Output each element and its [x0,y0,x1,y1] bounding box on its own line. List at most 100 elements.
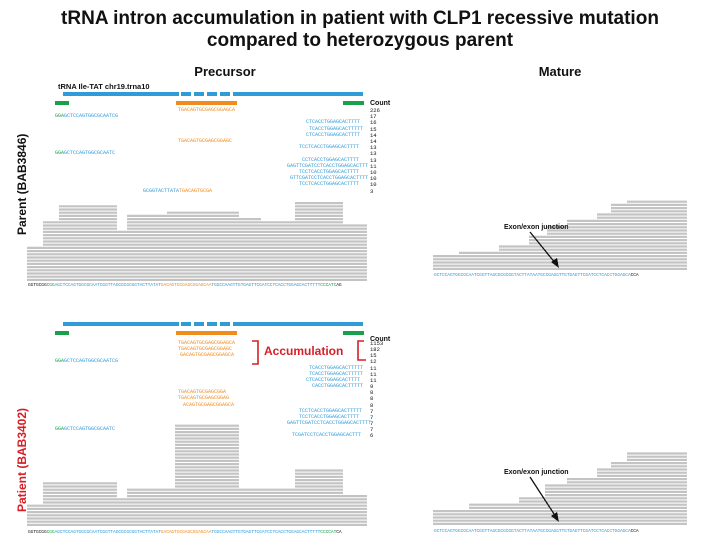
mature-sequence-parent: GCTCCAGTGGCGCAATCGGTTAGCGCGCGGTACTTATAAT… [434,273,639,278]
gene-bar-patient-dash1 [181,322,191,326]
patient-read-14: GGAGCTCCAGTGGCGCAATC [55,426,116,433]
parent-read-12: TCCTCACCTGGAGCACTTTT [299,181,360,188]
parent-count-0: 226 [370,107,380,114]
patient-count-14: 7 [370,426,374,434]
coverage-patient-precursor [27,424,367,526]
junction-label-parent: Exon/exon junction [504,224,569,231]
patient-read-3: GGAGCTCCAGTGGCGCAATCG [55,358,119,365]
patient-read-8: TGACAGTGCGAGCGGA [178,389,227,396]
parent-read-11: GTTCGATCCTCACCTGGAGCACTTTT [290,175,369,182]
gene-bar-parent-dash1 [181,92,191,96]
parent-count-13: 3 [370,187,374,195]
count-header-parent: Count [370,100,391,107]
parent-count-3: 15 [370,125,377,133]
patient-precursor-sequence: GGTGCGGCGGAGCTCCAGTGGCGCAATCGGTTAGCGCGCG… [28,530,342,535]
patient-count-13: 7 [370,419,374,427]
parent-count-5: 14 [370,138,377,145]
accumulation-brackets [252,340,366,365]
exon-marker-patient-right [343,331,364,335]
count-header-patient: Count [370,336,391,343]
parent-count-4: 14 [370,131,377,139]
patient-read-1: TGACAGTGCGAGCGGAGC [178,346,233,353]
patient-read-2: GACAGTGCGAGCGGAGCA [180,352,235,359]
accumulation-label: Accumulation [264,344,344,358]
junction-arrow-patient [529,476,559,522]
parent-read-2: CTCACCTGGAGCACTTTT [306,119,361,126]
parent-read-5: TGACAGTGCGAGCGGAGC [178,138,233,144]
gene-bar-parent-dash3 [207,92,217,96]
parent-count-9: 11 [370,162,377,170]
patient-count-11: 7 [370,407,374,415]
bracket-left [252,340,259,365]
parent-count-11: 10 [370,175,377,183]
patient-count-12: 7 [370,413,374,421]
parent-read-4: CTCACCTGGAGCACTTTT [306,131,361,138]
patient-count-0: 1153 [370,340,384,347]
parent-count-7: 13 [370,150,377,158]
coverage-patient-mature [433,452,687,525]
gene-label-parent: tRNA Ile-TAT chr19.trna10 [58,82,150,91]
patient-read-6: CTCACCTGGAGCACTTTT [306,376,361,383]
junction-arrow-parent [529,231,559,268]
title-line-2: compared to heterozygous parent [206,30,514,51]
bracket-right [357,340,366,361]
gene-bar-parent-right [233,92,363,96]
gene-model-patient [55,322,364,335]
patient-read-13: GAGTTCGATCCTCACCTGGAGCACTTTT [287,419,372,426]
mature-sequence-patient: GCTCCAGTGGCGCAATCGGTTAGCGCGCGGTACTTATAAT… [434,529,639,534]
patient-count-3: 12 [370,358,377,366]
patient-count-2: 15 [370,352,377,360]
gene-model-parent [55,92,364,105]
intron-marker-patient [176,331,237,335]
parent-count-6: 13 [370,144,377,152]
gene-bar-parent-dash2 [194,92,204,96]
column-header-precursor: Precursor [194,64,256,79]
patient-read-0: TGACAGTGCGAGCGGAGCA [178,340,236,346]
intron-marker-parent [176,101,237,105]
patient-count-4: 11 [370,364,377,372]
coverage-parent-mature [433,200,687,270]
junction-label-patient: Exon/exon junction [504,469,569,476]
patient-count-9: 8 [370,395,374,403]
parent-count-8: 13 [370,156,377,164]
exon-marker-parent-left [55,101,69,105]
patient-read-11: TCCTCACCTGGAGCACTTTTT [299,407,363,414]
parent-read-10: TCCTCACCTGGAGCACTTTT [299,169,360,175]
parent-read-0: TGACAGTGCGAGCGGAGCA [178,107,236,113]
parent-read-13: GCGGTACTTATATGACAGTGCGA [143,187,213,194]
parent-read-3: TCACCTGGAGCACTTTTT [309,125,364,132]
patient-read-15: TCGATCCTCACCTGGAGCACTTT [292,432,362,439]
exon-marker-parent-right [343,101,364,105]
parent-read-9: GAGTTCGATCCTCACCTGGAGCACTTT [287,162,369,169]
gene-bar-parent-dash4 [220,92,230,96]
gene-bar-patient-right [233,322,363,326]
patient-count-6: 11 [370,376,377,384]
patient-count-8: 8 [370,389,374,397]
patient-count-1: 182 [370,346,380,354]
gene-bar-parent-left [63,92,179,96]
patient-read-5: TCACCTGGAGCACTTTTT [309,370,364,377]
parent-count-12: 10 [370,181,377,189]
patient-read-10: ACAGTGCGAGCGGAGCA [183,401,235,408]
parent-precursor-sequence: GGTGCGGCGGAGCTCCAGTGGCGCAATCGGTTAGCGCGCG… [28,283,342,288]
title-line-1: tRNA intron accumulation in patient with… [61,8,659,29]
gene-bar-patient-dash2 [194,322,204,326]
parent-read-1: GGAGCTCCAGTGGCGCAATCG [55,113,119,120]
parent-count-2: 16 [370,119,377,127]
patient-count-7: 9 [370,383,374,391]
patient-count-15: 6 [370,432,374,440]
patient-read-7: CACCTGGAGCACTTTTT [312,383,364,390]
gene-bar-patient-dash3 [207,322,217,326]
patient-read-9: TGACAGTGCGAGCGGAG [178,395,230,402]
patient-count-5: 11 [370,370,377,378]
exon-marker-patient-left [55,331,69,335]
gene-bar-patient-left [63,322,179,326]
gene-bar-patient-dash4 [220,322,230,326]
column-header-mature: Mature [538,64,582,79]
parent-read-7: GGAGCTCCAGTGGCGCAATC [55,150,116,157]
parent-read-8: CCTCACCTGGAGCACTTTT [302,156,360,163]
coverage-parent-precursor [27,202,367,281]
parent-read-6: TCCTCACCTGGAGCACTTTT [299,144,360,151]
patient-count-10: 8 [370,401,374,409]
